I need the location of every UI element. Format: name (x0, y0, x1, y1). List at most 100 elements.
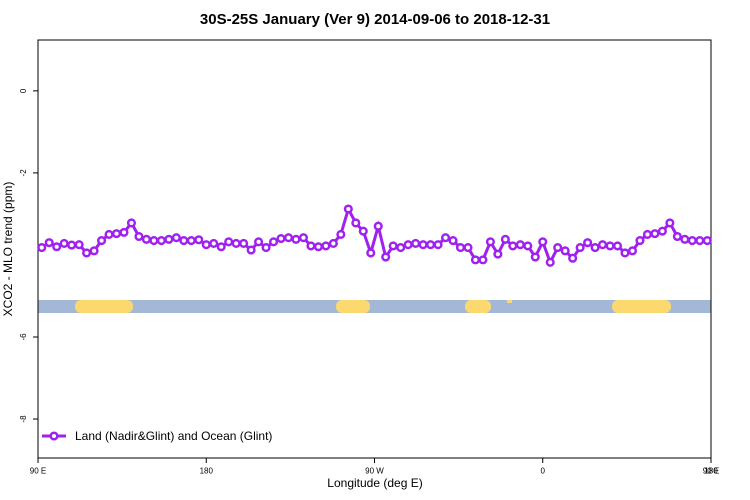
data-point (269, 237, 279, 247)
x-tick-label: 90 E (703, 467, 719, 476)
data-point (82, 248, 92, 258)
data-point (680, 234, 690, 244)
data-point (246, 245, 256, 255)
data-point (418, 240, 428, 250)
data-point (52, 242, 62, 252)
data-point (194, 235, 204, 245)
data-point (283, 233, 294, 243)
data-point (254, 237, 264, 247)
data-point (126, 218, 137, 228)
x-tick-label: 90 W (365, 467, 384, 476)
data-point (381, 252, 391, 262)
data-point (104, 229, 114, 239)
x-tick-label: 90 E (30, 467, 46, 476)
data-point (440, 233, 451, 243)
data-point (463, 243, 473, 253)
data-point (530, 252, 540, 262)
data-point (396, 243, 406, 253)
data-point (560, 246, 570, 256)
data-point (455, 243, 466, 253)
data-point (665, 218, 675, 228)
y-axis-label: XCO2 - MLO trend (ppm) (1, 182, 15, 317)
data-point (388, 241, 398, 251)
data-point (366, 248, 376, 258)
data-point (313, 242, 323, 252)
y-tick-label: -8 (19, 415, 28, 423)
x-tick-label: 0 (541, 467, 546, 476)
x-axis-label: Longitude (deg E) (327, 476, 422, 490)
x-tick-label: 180 (200, 467, 214, 476)
chart-title: 30S-25S January (Ver 9) 2014-09-06 to 20… (200, 11, 550, 28)
data-point (328, 238, 338, 249)
data-point (67, 240, 77, 250)
data-point (553, 243, 563, 253)
data-point (523, 241, 533, 251)
data-point (164, 234, 174, 244)
data-point (358, 226, 368, 236)
data-point (224, 237, 234, 247)
data-point (485, 237, 495, 247)
data-point (695, 236, 705, 246)
data-point (111, 229, 122, 239)
data-point (298, 233, 309, 243)
data-point (620, 248, 630, 258)
data-point (321, 241, 331, 251)
y-tick-label: -2 (19, 169, 28, 177)
data-point (508, 241, 518, 251)
data-point (306, 241, 316, 251)
land-strip (507, 300, 512, 303)
data-point (515, 240, 525, 250)
data-point (37, 243, 47, 253)
legend-label: Land (Nadir&Glint) and Ocean (Glint) (75, 429, 272, 443)
data-point (156, 236, 166, 246)
land-strip (75, 300, 133, 313)
data-point (583, 238, 593, 248)
data-point (44, 238, 54, 248)
data-point (186, 236, 196, 246)
data-point (276, 233, 286, 244)
data-point (119, 227, 129, 237)
legend-marker (49, 431, 59, 441)
data-point (702, 236, 712, 246)
data-point (605, 241, 615, 251)
data-point (179, 236, 189, 246)
data-point (426, 240, 436, 250)
data-point (657, 226, 667, 236)
data-point (545, 257, 555, 267)
data-point (650, 229, 660, 239)
data-point (575, 243, 585, 253)
data-point (216, 242, 226, 252)
data-point (493, 249, 503, 259)
data-point (411, 238, 421, 249)
data-point (231, 238, 241, 249)
data-point (201, 240, 211, 250)
data-point (687, 236, 697, 246)
data-point (590, 243, 600, 253)
land-strip (336, 300, 370, 313)
data-point (448, 236, 458, 246)
data-point (598, 240, 608, 250)
data-point (403, 240, 413, 250)
data-point (149, 236, 159, 246)
data-point (134, 231, 144, 242)
data-point (261, 243, 271, 253)
data-point (568, 253, 578, 263)
data-point (373, 221, 383, 231)
data-point (291, 234, 301, 244)
data-point (171, 233, 181, 243)
data-point (433, 240, 443, 250)
data-point (635, 236, 645, 246)
ocean-strip (38, 300, 711, 313)
data-point (141, 234, 151, 244)
data-point (672, 231, 682, 242)
land-strip (612, 300, 671, 313)
data-point (343, 204, 353, 214)
data-point (89, 246, 99, 256)
data-point (612, 241, 623, 251)
data-point (97, 236, 107, 246)
data-point (336, 229, 346, 239)
data-point (642, 229, 652, 239)
y-tick-label: -6 (19, 333, 28, 341)
data-point (74, 240, 84, 250)
